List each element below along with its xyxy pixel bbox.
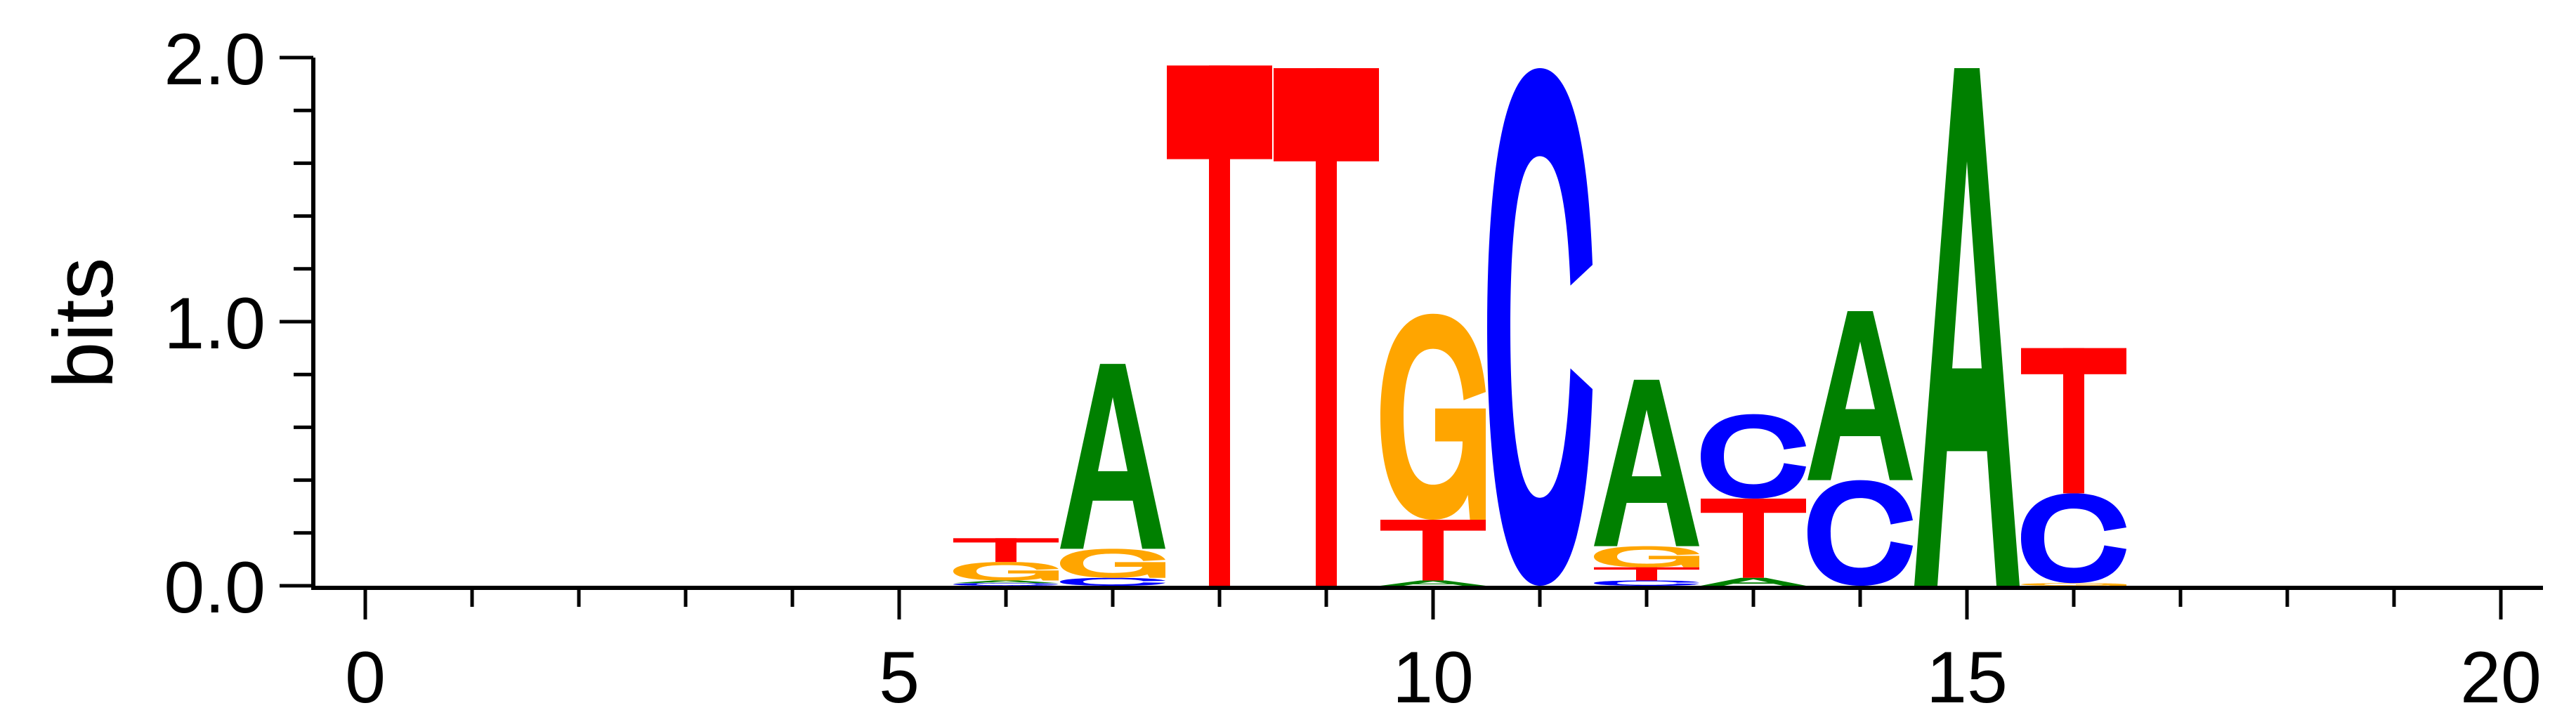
logo-letter-c-pos-7 xyxy=(1060,577,1165,586)
x-tick-label: 15 xyxy=(1926,637,2008,718)
y-axis-title: bits xyxy=(37,258,131,389)
logo-letter-c-pos-12 xyxy=(1594,580,1699,586)
logo-letters xyxy=(953,65,2126,586)
logo-letter-a-pos-12 xyxy=(1594,379,1699,546)
x-tick-label: 5 xyxy=(879,637,920,718)
logo-letter-c-pos-14 xyxy=(1807,480,1913,586)
logo-letter-t-pos-12 xyxy=(1594,567,1699,581)
logo-letter-c-pos-11 xyxy=(1487,68,1593,586)
logo-letter-t-pos-10 xyxy=(1380,520,1486,581)
logo-letter-t-pos-13 xyxy=(1701,498,1806,578)
logo-letter-g-pos-12 xyxy=(1594,546,1699,567)
y-tick-label: 1.0 xyxy=(164,283,266,365)
logo-letter-g-pos-7 xyxy=(1060,549,1165,578)
logo-letter-a-pos-7 xyxy=(1060,364,1165,549)
logo-letter-t-pos-8 xyxy=(1167,65,1272,586)
logo-letter-c-pos-16 xyxy=(2021,493,2126,584)
logo-letter-g-pos-6 xyxy=(953,562,1059,581)
axes xyxy=(311,58,2543,590)
logo-letter-c-pos-6 xyxy=(953,583,1059,586)
x-tick-label: 10 xyxy=(1392,637,1474,718)
x-tick-label: 0 xyxy=(345,637,386,718)
logo-letter-t-pos-16 xyxy=(2021,348,2126,494)
logo-letter-t-pos-6 xyxy=(953,538,1059,563)
logo-letter-a-pos-10 xyxy=(1380,580,1486,586)
logo-letter-c-pos-13 xyxy=(1701,414,1806,499)
logo-letter-a-pos-14 xyxy=(1807,310,1913,480)
logo-letter-g-pos-10 xyxy=(1380,313,1486,520)
logo-letter-a-pos-13 xyxy=(1701,577,1806,586)
logo-letter-t-pos-9 xyxy=(1274,68,1379,586)
logo-letter-g-pos-16 xyxy=(2021,583,2126,586)
axis-ticks: 0 5 10 15 20 0.0 1.0 2.0 xyxy=(164,19,2541,718)
x-tick-label: 20 xyxy=(2460,637,2542,718)
y-tick-label: 0.0 xyxy=(164,547,266,629)
logo-letter-a-pos-15 xyxy=(1914,68,2020,586)
y-tick-label: 2.0 xyxy=(164,19,266,100)
logo-letter-a-pos-6 xyxy=(953,580,1059,584)
